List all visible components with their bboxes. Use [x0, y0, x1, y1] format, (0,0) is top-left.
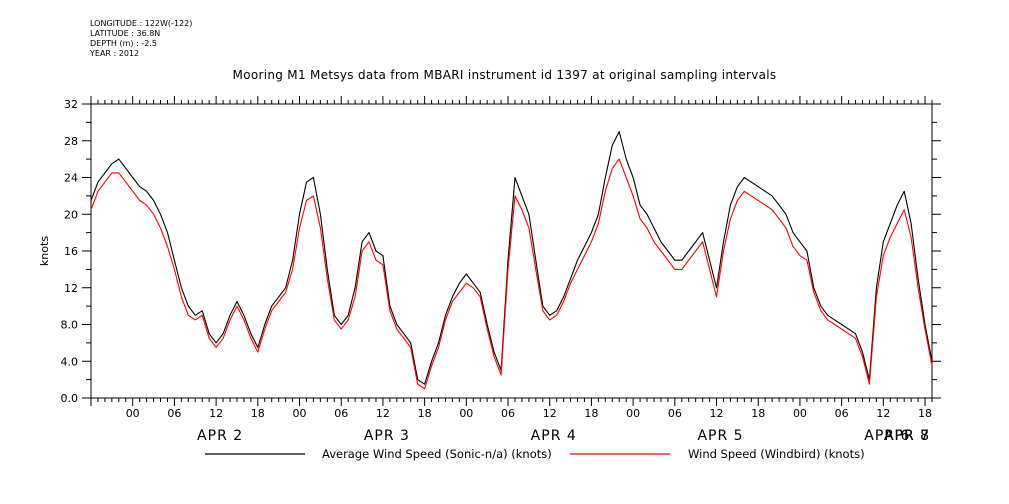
y-tick-label: 0.0: [61, 392, 79, 405]
x-tick-label: 18: [251, 407, 265, 420]
y-tick-label: 24: [64, 172, 78, 185]
y-tick-label: 4.0: [61, 355, 79, 368]
x-tick-label: 06: [167, 407, 181, 420]
axes: 0.0 4.0 8.0 12 16 20 24 28 32 knots 00 06 12 18 00 06 12…: [38, 96, 941, 444]
series-line-windbird: [90, 158, 933, 390]
x-tick-label: 06: [668, 407, 682, 420]
x-tick-label: 00: [793, 407, 807, 420]
x-tick-label: 00: [293, 407, 307, 420]
meta-depth: DEPTH (m) : -2.5: [90, 39, 157, 48]
x-day-label: APR 8: [884, 428, 930, 444]
x-tick-label: 00: [126, 407, 140, 420]
x-tick-label: 12: [376, 407, 390, 420]
x-tick-label: 12: [543, 407, 557, 420]
y-tick-label: 8.0: [61, 319, 79, 332]
x-tick-label: 06: [835, 407, 849, 420]
plot-lines: [90, 131, 933, 390]
x-tick-label: 12: [876, 407, 890, 420]
y-tick-label: 12: [64, 282, 78, 295]
meta-latitude: LATITUDE : 36.8N: [90, 29, 161, 38]
x-day-label: APR 7: [884, 428, 930, 444]
y-axis-label: knots: [38, 236, 51, 266]
x-day-label: APR 5: [697, 428, 743, 444]
x-tick-label: 18: [418, 407, 432, 420]
x-day-label: APR 6: [864, 428, 910, 444]
x-tick-label: 18: [751, 407, 765, 420]
legend: Average Wind Speed (Sonic-n/a) (knots) Wi…: [205, 447, 865, 461]
x-tick-label: 00: [459, 407, 473, 420]
x-tick-label: 06: [501, 407, 515, 420]
x-tick-label: 06: [334, 407, 348, 420]
meta-year: YEAR : 2012: [90, 49, 140, 58]
x-tick-label: 00: [626, 407, 640, 420]
y-tick-label: 32: [64, 98, 78, 111]
x-tick-label: 18: [918, 407, 932, 420]
metadata-block: LONGITUDE : 122W(-122) LATITUDE : 36.8N …: [90, 19, 192, 59]
x-day-label: APR 3: [364, 428, 410, 444]
series-line-sonic: [90, 131, 933, 385]
legend-label-windbird: Wind Speed (Windbird) (knots): [688, 447, 865, 461]
x-day-label: APR 2: [197, 428, 243, 444]
meta-longitude: LONGITUDE : 122W(-122): [90, 19, 193, 28]
x-tick-label: 18: [584, 407, 598, 420]
x-day-label: APR 4: [531, 428, 577, 444]
x-tick-label: 12: [710, 407, 724, 420]
x-tick-label: 12: [209, 407, 223, 420]
y-tick-label: 16: [64, 245, 78, 258]
legend-label-sonic: Average Wind Speed (Sonic-n/a) (knots): [322, 447, 552, 461]
chart-title: Mooring M1 Metsys data from MBARI instru…: [232, 68, 777, 82]
y-tick-label: 20: [64, 208, 78, 221]
plot-frame: [90, 103, 933, 399]
y-tick-label: 28: [64, 135, 78, 148]
